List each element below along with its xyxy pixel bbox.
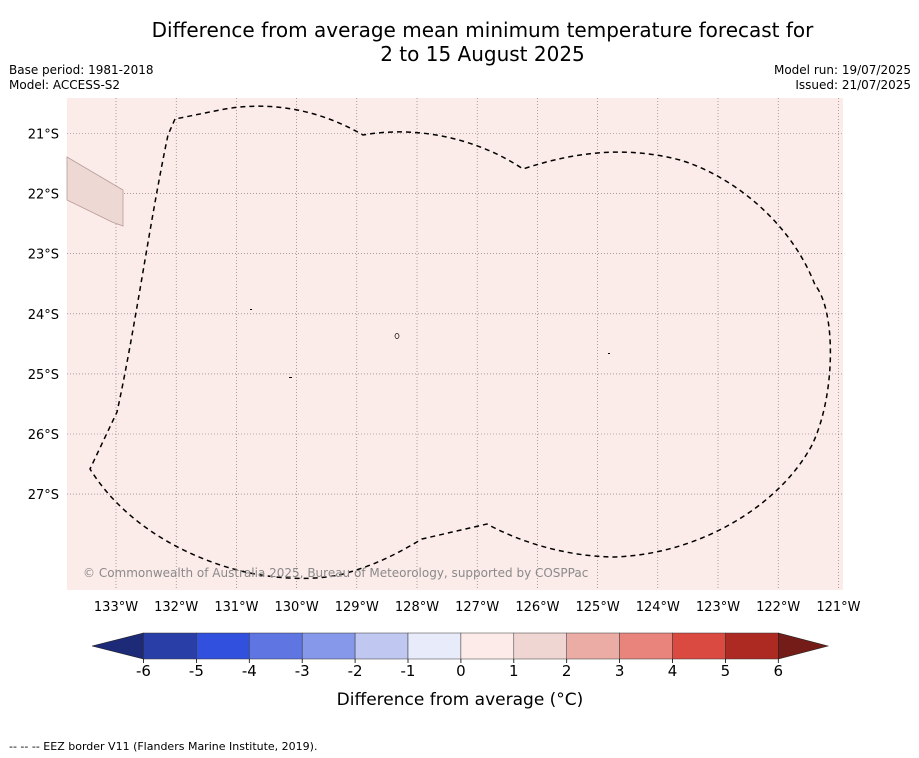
colorbar-tick-label: 4 <box>668 662 678 680</box>
longitude-label: 130°W <box>275 600 319 615</box>
island-speck <box>394 333 400 339</box>
colorbar-segment <box>301 632 356 660</box>
colorbar-tick-label: 3 <box>615 662 625 680</box>
longitude-label: 131°W <box>214 600 258 615</box>
colorbar: -6 -5 -4 -3 -2 -1 0 1 2 3 4 5 6 <box>91 632 830 680</box>
island-speck <box>289 377 292 378</box>
longitude-label: 124°W <box>636 600 680 615</box>
meta-left: Base period: 1981-2018 Model: ACCESS-S2 <box>9 63 154 93</box>
map-panel: © Commonwealth of Australia 2025, Bureau… <box>66 98 843 590</box>
latitude-label: 27°S <box>28 488 59 503</box>
longitude-label: 133°W <box>94 600 138 615</box>
colorbar-tick-label: -3 <box>295 662 310 680</box>
map-background <box>67 98 843 590</box>
colorbar-segment <box>460 632 515 660</box>
colorbar-tick-label: 2 <box>562 662 572 680</box>
longitude-label: 125°W <box>576 600 620 615</box>
island-speck <box>608 353 610 354</box>
longitude-label: 132°W <box>154 600 198 615</box>
base-period: Base period: 1981-2018 <box>9 63 154 77</box>
colorbar-segment <box>354 632 409 660</box>
colorbar-segment <box>143 632 197 660</box>
model-run: Model run: 19/07/2025 <box>773 63 911 77</box>
colorbar-over-arrow <box>777 632 830 660</box>
chart-title: Difference from average mean minimum tem… <box>0 18 919 66</box>
colorbar-segment <box>619 632 673 660</box>
colorbar-segment <box>513 632 567 660</box>
colorbar-tick-label: -2 <box>348 662 363 680</box>
island-polygon <box>66 156 124 227</box>
colorbar-tick-label: 1 <box>509 662 519 680</box>
copyright-notice: © Commonwealth of Australia 2025, Bureau… <box>83 566 588 580</box>
colorbar-segment <box>725 632 779 660</box>
latitude-label: 22°S <box>28 188 59 203</box>
longitude-label: 127°W <box>455 600 499 615</box>
graticule <box>67 98 843 590</box>
latitude-labels: 21°S 22°S 23°S 24°S 25°S 26°S 27°S <box>28 128 59 504</box>
longitude-label: 126°W <box>515 600 559 615</box>
longitude-labels: 133°W 132°W 131°W 130°W 129°W 128°W 127°W 126°W… <box>94 600 861 615</box>
colorbar-segment <box>249 632 303 660</box>
longitude-label: 123°W <box>696 600 740 615</box>
latitude-label: 26°S <box>28 428 59 443</box>
title-line-2: 2 to 15 August 2025 <box>380 42 585 66</box>
longitude-label: 128°W <box>395 600 439 615</box>
latitude-label: 24°S <box>28 308 59 323</box>
colorbar-segment <box>407 632 462 660</box>
colorbar-under-arrow <box>91 632 144 660</box>
colorbar-segment <box>196 632 250 660</box>
colorbar-tick-label: -4 <box>242 662 257 680</box>
footnote: -- -- -- EEZ border V11 (Flanders Marine… <box>9 740 318 753</box>
island-speck <box>250 309 252 310</box>
latitude-label: 21°S <box>28 128 59 143</box>
colorbar-tick-label: 6 <box>774 662 784 680</box>
colorbar-tick-label: -5 <box>189 662 204 680</box>
title-line-1: Difference from average mean minimum tem… <box>151 18 814 42</box>
meta-right: Model run: 19/07/2025 Issued: 21/07/2025 <box>774 63 911 93</box>
longitude-label: 122°W <box>756 600 800 615</box>
longitude-label: 121°W <box>816 600 860 615</box>
longitude-label: 129°W <box>335 600 379 615</box>
colorbar-segment <box>566 632 620 660</box>
colorbar-tick-label: 5 <box>721 662 731 680</box>
colorbar-tick-label: -1 <box>401 662 416 680</box>
latitude-label: 23°S <box>28 248 59 263</box>
colorbar-segment <box>672 632 726 660</box>
eez-border <box>89 105 832 580</box>
colorbar-tick-label: 0 <box>456 662 466 680</box>
latitude-label: 25°S <box>28 368 59 383</box>
issued-date: Issued: 21/07/2025 <box>795 78 911 92</box>
colorbar-tick-label: -6 <box>136 662 151 680</box>
colorbar-label: Difference from average (°C) <box>337 690 584 710</box>
model-name: Model: ACCESS-S2 <box>9 78 121 92</box>
